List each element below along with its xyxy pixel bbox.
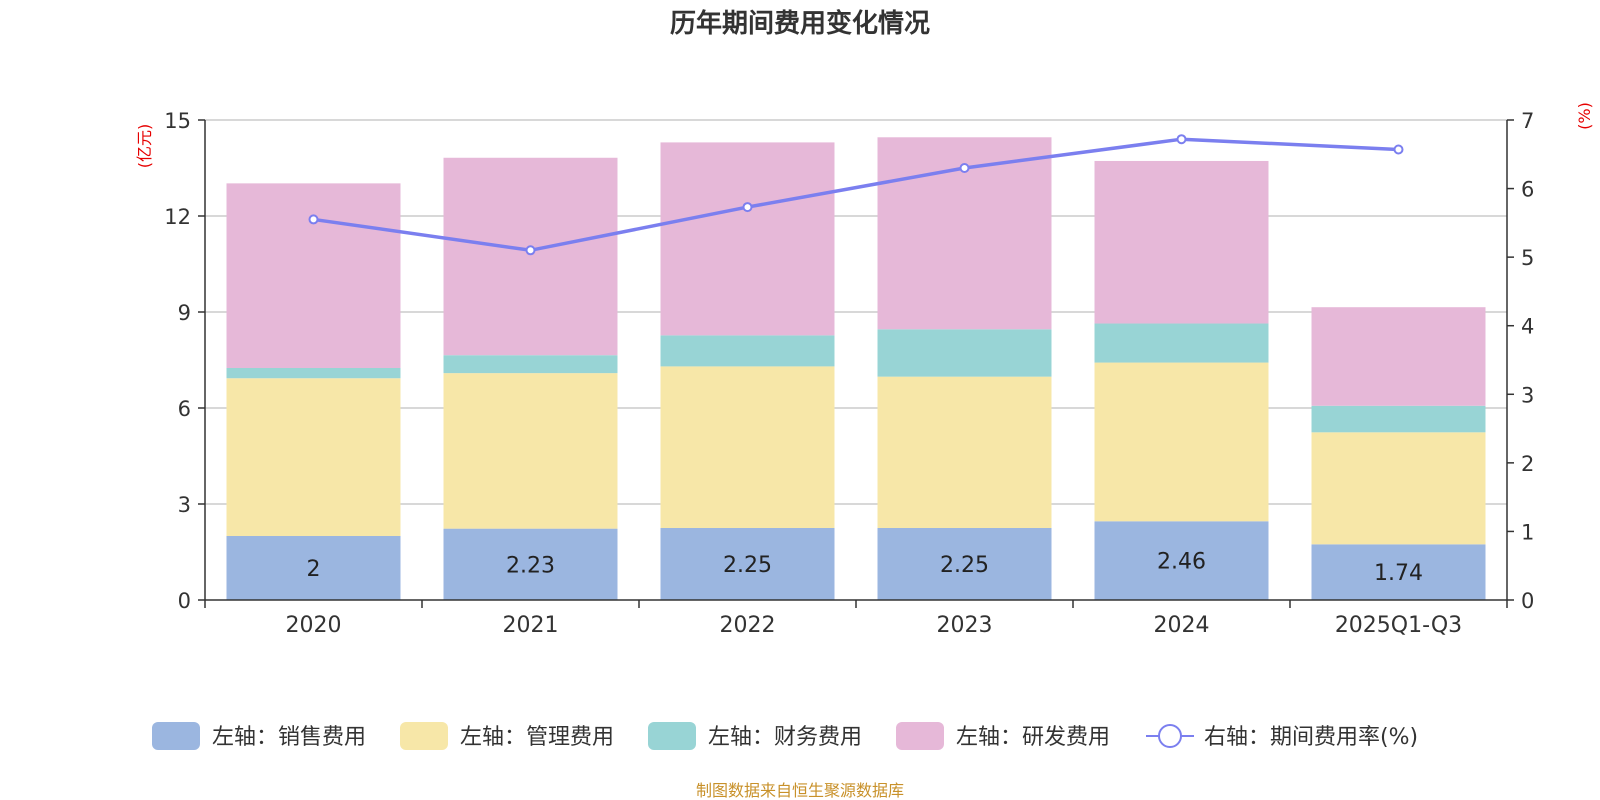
right-tick-label: 2 [1521, 452, 1534, 476]
bar-3-2020 [226, 368, 401, 379]
bar-2-2024 [1094, 362, 1269, 522]
data-labels: 2 2.23 2.25 2.25 2.46 1.74 [307, 550, 1423, 587]
data-label: 2.25 [723, 553, 772, 578]
left-tick-label: 15 [164, 109, 191, 133]
x-tick-label: 2024 [1154, 613, 1210, 638]
expense-rate-point [1393, 144, 1404, 155]
right-axis-unit: (%) [1575, 102, 1594, 130]
legend-line-marker [1158, 724, 1182, 748]
bar-4-2025Q1-Q3 [1311, 307, 1486, 406]
expense-rate-point [1176, 134, 1187, 145]
expense-rate-point [308, 214, 319, 225]
bar-3-2024 [1094, 323, 1269, 363]
legend-label-line: 右轴：期间费用率(%) [1204, 725, 1418, 750]
left-tick-label: 3 [178, 493, 191, 517]
bar-3-2025Q1-Q3 [1311, 405, 1486, 433]
bar-1-2020 [226, 536, 401, 600]
right-tick-label: 1 [1521, 520, 1534, 544]
bar-1-2023 [877, 528, 1052, 600]
data-source-note: 制图数据来自恒生聚源数据库 [696, 781, 904, 800]
data-label: 2.46 [1157, 550, 1206, 575]
expense-rate-point [742, 202, 753, 213]
x-tick-label: 2021 [503, 613, 559, 638]
right-tick-label: 0 [1521, 589, 1534, 613]
legend-label-3: 左轴：财务费用 [708, 725, 862, 750]
bar-1-2022 [660, 528, 835, 600]
bar-4-2020 [226, 183, 401, 368]
legend-label-4: 左轴：研发费用 [956, 725, 1110, 750]
legend-swatch-4 [896, 722, 944, 750]
bar-1-2021 [443, 528, 618, 600]
bar-3-2022 [660, 335, 835, 367]
bar-2-2022 [660, 366, 835, 528]
legend-label-1: 左轴：销售费用 [212, 725, 366, 750]
grid-lines [205, 119, 1507, 505]
legend-swatch-3 [648, 722, 696, 750]
bar-2-2020 [226, 378, 401, 536]
x-tick-label: 2025Q1-Q3 [1335, 613, 1462, 638]
bars [226, 137, 1486, 600]
bar-3-2023 [877, 329, 1052, 377]
right-tick-label: 6 [1521, 178, 1534, 202]
left-axis-unit: (亿元) [135, 124, 154, 169]
expense-rate-polyline [313, 137, 1399, 253]
legend-swatch-1 [152, 722, 200, 750]
x-tick-label: 2022 [720, 613, 776, 638]
data-label: 1.74 [1374, 561, 1423, 586]
expense-rate-line [308, 134, 1404, 256]
bar-3-2021 [443, 355, 618, 374]
left-tick-label: 0 [178, 589, 191, 613]
left-tick-label: 12 [164, 205, 191, 229]
bar-4-2021 [443, 157, 618, 356]
left-tick-label: 9 [178, 301, 191, 325]
data-label: 2.25 [940, 553, 989, 578]
bar-4-2022 [660, 142, 835, 336]
bar-1-2024 [1094, 521, 1269, 600]
data-label: 2.23 [506, 553, 555, 578]
x-tick-label: 2020 [286, 613, 342, 638]
expense-rate-point [525, 245, 536, 256]
bar-2-2025Q1-Q3 [1311, 432, 1486, 545]
bar-1-2025Q1-Q3 [1311, 544, 1486, 600]
left-tick-label: 6 [178, 397, 191, 421]
chart-title: 历年期间费用变化情况 [670, 8, 930, 39]
expense-rate-point [959, 163, 970, 173]
data-label: 2 [307, 557, 321, 582]
legend-swatch-2 [400, 722, 448, 750]
right-tick-label: 7 [1521, 109, 1534, 133]
bar-2-2023 [877, 376, 1052, 528]
legend-label-2: 左轴：管理费用 [460, 725, 614, 750]
legend: 左轴：销售费用 左轴：管理费用 左轴：财务费用 左轴：研发费用 右轴：期间费用率(%) [152, 722, 1418, 750]
right-tick-label: 5 [1521, 246, 1534, 270]
x-tick-label: 2023 [937, 613, 993, 638]
right-tick-label: 4 [1521, 315, 1534, 339]
right-tick-label: 3 [1521, 383, 1534, 407]
bar-4-2024 [1094, 160, 1269, 324]
bar-2-2021 [443, 373, 618, 529]
